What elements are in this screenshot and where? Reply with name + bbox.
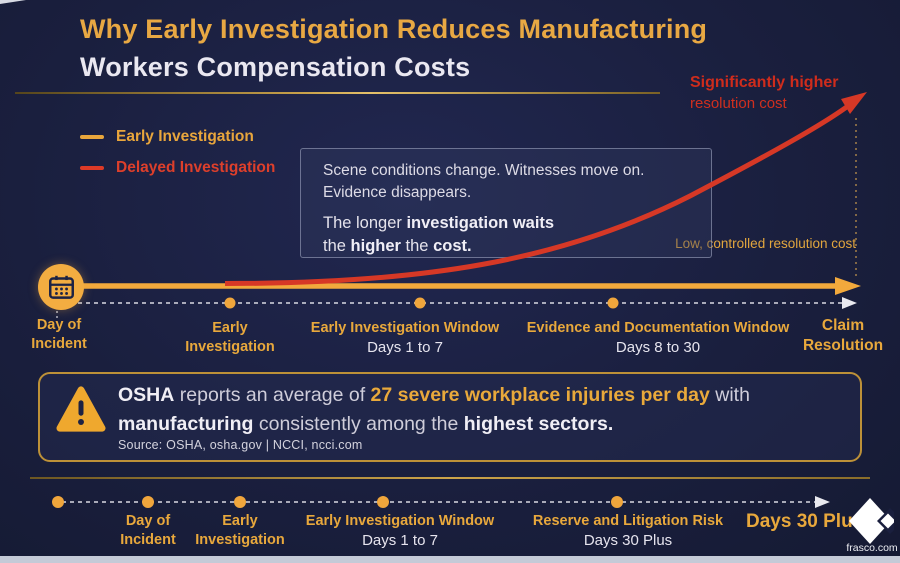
- callout-line1: Scene conditions change. Witnesses move …: [323, 162, 645, 179]
- timeline-dot: [142, 496, 154, 508]
- milestone-sublabel: Days 1 to 7: [367, 338, 443, 356]
- bottom-timeline-end-label: Days 30 Plus: [746, 511, 864, 532]
- milestone-label: Early: [212, 320, 248, 336]
- milestone-sublabel: Days 1 to 7: [362, 531, 438, 549]
- high-cost-line1: Significantly higher: [690, 74, 839, 91]
- osha-stat-text: OSHA reports an average of 27 severe wor…: [118, 381, 778, 440]
- bottom-milestone-day-of-incident: Day of Incident: [88, 512, 208, 549]
- warning-icon: [56, 385, 106, 433]
- timeline-dot: [414, 297, 426, 309]
- top-milestone-early-investigation: Early Investigation: [170, 319, 290, 356]
- milestone-label: Investigation: [195, 531, 285, 548]
- timeline-dot: [224, 297, 236, 309]
- top-milestone-evidence-window: Evidence and Documentation Window Days 8…: [518, 319, 798, 357]
- title-divider: [15, 92, 660, 94]
- osha-regular: with: [709, 384, 750, 406]
- callout-box: Scene conditions change. Witnesses move …: [300, 148, 712, 258]
- milestone-label: Incident: [31, 335, 87, 352]
- callout-line4-mid: the: [400, 237, 434, 256]
- top-milestone-day-of-incident: Day of Incident: [4, 316, 114, 353]
- legend-item-delayed: Delayed Investigation: [80, 159, 275, 177]
- high-cost-line2: resolution cost: [690, 94, 787, 112]
- milestone-sublabel: Days 8 to 30: [615, 338, 701, 356]
- bottom-milestone-reserve-risk: Reserve and Litigation Risk Days 30 Plus: [518, 512, 738, 550]
- brand-domain-text: frasco.com: [846, 542, 898, 554]
- source-citation: Source: OSHA, osha.gov | NCCI, ncci.com: [118, 438, 363, 452]
- osha-regular: consistently among the: [253, 413, 464, 436]
- callout-line2: Evidence disappears.: [323, 184, 472, 202]
- gold-arrowhead-icon: [835, 277, 861, 295]
- callout-line3-pre: The longer: [323, 213, 407, 232]
- callout-line4-bold2: cost.: [433, 237, 472, 256]
- osha-stat-box: [38, 372, 862, 462]
- milestone-label: Resolution: [802, 336, 884, 354]
- section-divider: [30, 477, 870, 479]
- milestone-label: Incident: [120, 531, 176, 548]
- timeline-dot: [234, 496, 246, 508]
- callout-line3: The longer investigation waits: [323, 212, 701, 235]
- high-cost-annotation: Significantly higher resolution cost: [690, 72, 895, 114]
- callout-line3-bold: investigation waits: [406, 213, 555, 232]
- timeline-arrowhead-icon: [842, 297, 857, 309]
- bottom-edge-strip: [0, 556, 900, 563]
- top-milestone-early-window: Early Investigation Window Days 1 to 7: [295, 319, 515, 357]
- osha-bold: highest sectors.: [463, 413, 614, 436]
- callout-line4: the higher the cost.: [323, 235, 701, 258]
- milestone-label: Investigation: [185, 338, 275, 355]
- timeline-dot: [611, 496, 623, 508]
- early-line-swatch-icon: [80, 135, 104, 139]
- osha-bold: OSHA: [118, 384, 175, 406]
- milestone-sublabel: Days 30 Plus: [583, 531, 673, 549]
- milestone-label: Early Investigation Window: [310, 320, 500, 336]
- delayed-line-swatch-icon: [80, 166, 104, 170]
- osha-bold: manufacturing: [118, 413, 254, 436]
- timeline-dot: [377, 496, 389, 508]
- milestone-label: Claim: [821, 317, 865, 334]
- milestone-label: Early Investigation Window: [305, 513, 495, 529]
- milestone-label: Day of: [36, 317, 82, 333]
- timeline-dot: [607, 297, 619, 309]
- top-milestone-claim-resolution: Claim Resolution: [788, 316, 898, 356]
- timeline-arrowhead-icon: [815, 496, 830, 508]
- milestone-label: Evidence and Documentation Window: [526, 320, 790, 336]
- milestone-label: Reserve and Litigation Risk: [532, 513, 724, 529]
- osha-highlight: 27 severe workplace injuries per day: [370, 384, 710, 406]
- callout-spacer: [323, 205, 701, 212]
- timeline-dot: [52, 496, 64, 508]
- milestone-label: Early: [222, 513, 258, 529]
- callout-line4-bold1: higher: [350, 237, 401, 256]
- frasco-logo-icon: [848, 497, 894, 545]
- legend-item-early: Early Investigation: [80, 128, 254, 146]
- legend-early-label: Early Investigation: [116, 128, 254, 145]
- bottom-milestone-early-window: Early Investigation Window Days 1 to 7: [290, 512, 510, 550]
- page-title-line1: Why Early Investigation Reduces Manufact…: [80, 14, 708, 44]
- calendar-icon: [38, 264, 84, 310]
- osha-regular: reports an average of: [174, 384, 371, 406]
- callout-line4-pre: the: [323, 237, 351, 256]
- legend-delayed-label: Delayed Investigation: [116, 159, 276, 176]
- bottom-milestone-early-investigation: Early Investigation: [180, 512, 300, 549]
- corner-sliver: [0, 0, 26, 4]
- page-title-line2: Workers Compensation Costs: [80, 52, 471, 82]
- milestone-label: Day of: [125, 513, 171, 529]
